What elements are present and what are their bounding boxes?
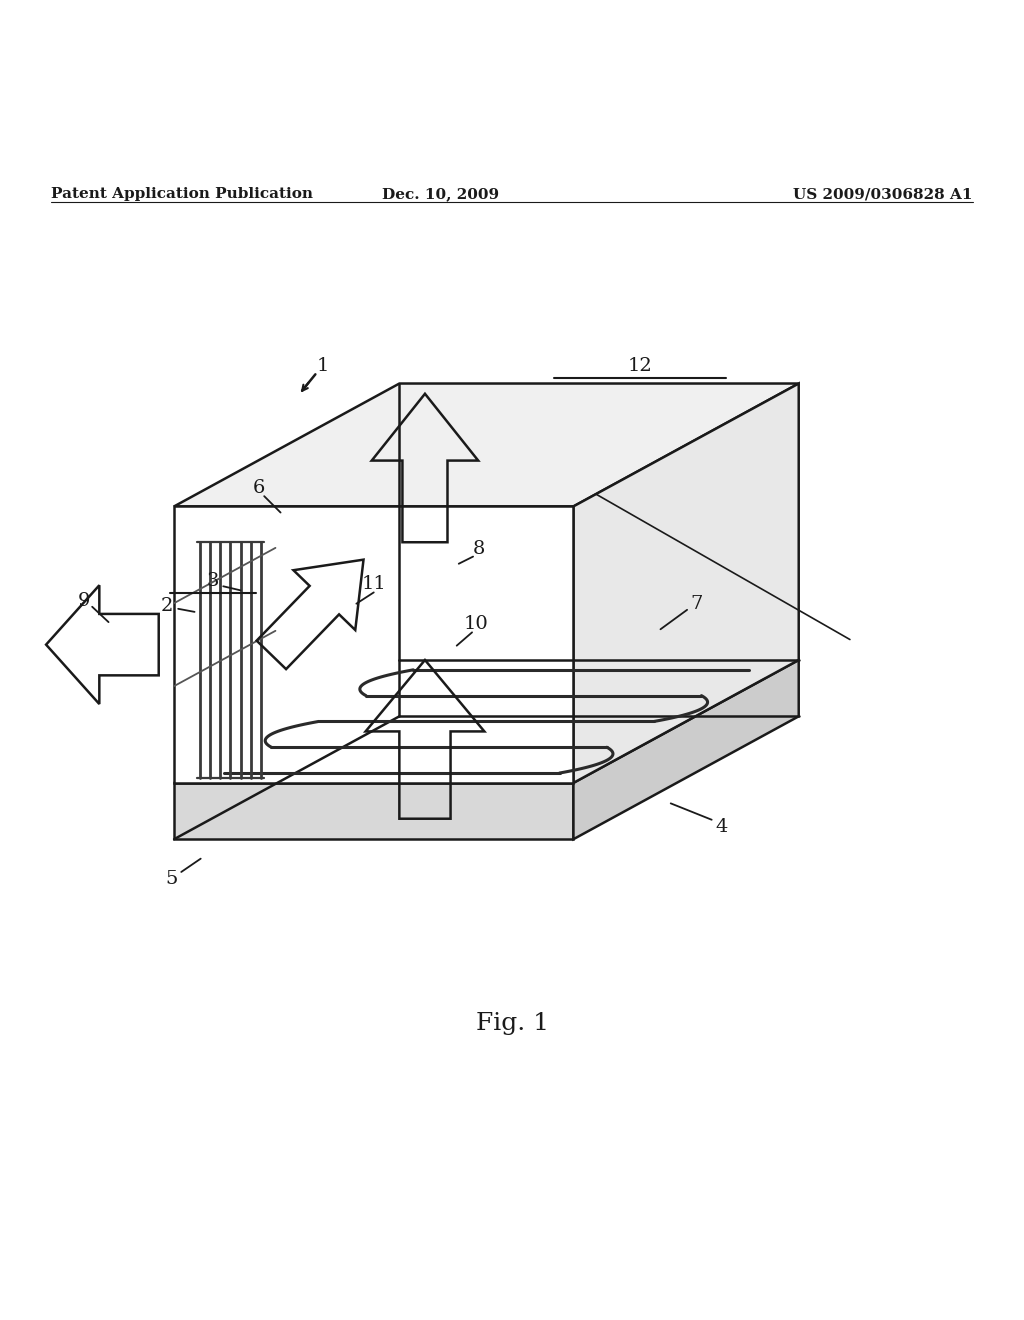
Text: US 2009/0306828 A1: US 2009/0306828 A1	[794, 187, 973, 201]
Text: 7: 7	[690, 595, 702, 612]
Polygon shape	[573, 660, 799, 840]
Text: 3: 3	[207, 572, 219, 590]
Text: Patent Application Publication: Patent Application Publication	[51, 187, 313, 201]
Text: 12: 12	[628, 358, 652, 375]
Polygon shape	[573, 384, 799, 783]
Polygon shape	[174, 384, 799, 507]
Polygon shape	[174, 783, 573, 840]
Text: 6: 6	[253, 479, 265, 496]
Text: 8: 8	[473, 540, 485, 558]
Text: 1: 1	[316, 358, 329, 375]
Text: Fig. 1: Fig. 1	[475, 1012, 549, 1035]
Text: 9: 9	[78, 591, 90, 610]
Text: 5: 5	[166, 870, 178, 888]
Text: 4: 4	[716, 818, 728, 836]
Text: 2: 2	[161, 597, 173, 615]
Text: 11: 11	[361, 576, 386, 593]
Polygon shape	[174, 660, 799, 783]
Text: 10: 10	[464, 615, 488, 634]
Polygon shape	[174, 507, 573, 783]
Text: Dec. 10, 2009: Dec. 10, 2009	[382, 187, 499, 201]
